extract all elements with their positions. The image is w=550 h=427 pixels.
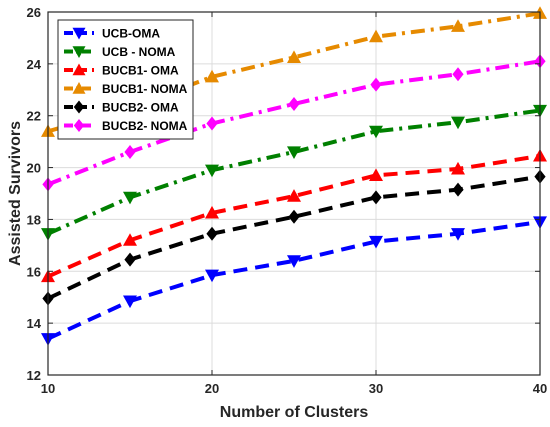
data-point xyxy=(287,255,301,268)
data-point xyxy=(451,19,465,32)
data-point xyxy=(287,146,301,159)
legend-marker xyxy=(72,63,86,76)
data-point xyxy=(287,50,301,63)
legend-marker xyxy=(72,27,86,40)
legend-label: UCB-OMA xyxy=(102,27,160,41)
legend-label: BUCB1- NOMA xyxy=(102,82,188,96)
x-axis-title: Number of Clusters xyxy=(220,404,369,421)
y-tick-label: 14 xyxy=(27,316,42,331)
data-point xyxy=(451,228,465,241)
y-tick-label: 24 xyxy=(27,57,42,72)
data-point xyxy=(205,205,219,219)
legend-marker xyxy=(73,100,85,114)
legend-label: BUCB1- OMA xyxy=(102,64,179,78)
y-tick-label: 18 xyxy=(27,212,41,227)
legend-item: BUCB1- OMA xyxy=(64,63,179,78)
legend-marker xyxy=(72,46,86,58)
legend-label: BUCB2- OMA xyxy=(102,101,179,115)
data-point xyxy=(369,29,383,43)
y-tick-label: 16 xyxy=(27,264,41,279)
legend: UCB-OMA UCB - NOMA BUCB1- OMA BUCB1- NOMA BU… xyxy=(57,19,194,140)
legend-label: UCB - NOMA xyxy=(102,45,176,59)
data-point xyxy=(452,182,464,197)
y-tick-label: 20 xyxy=(27,161,41,176)
data-point xyxy=(205,269,219,283)
data-point xyxy=(370,190,382,205)
x-tick-label: 10 xyxy=(41,381,55,396)
data-point xyxy=(206,116,218,131)
data-point xyxy=(451,116,465,130)
legend-item: UCB - NOMA xyxy=(64,45,176,59)
data-point xyxy=(287,189,301,202)
data-point xyxy=(124,252,136,267)
legend-item: UCB-OMA xyxy=(64,27,160,41)
data-point xyxy=(288,209,300,224)
x-tick-label: 40 xyxy=(533,381,547,396)
data-point xyxy=(205,164,219,178)
x-tick-label: 20 xyxy=(205,381,219,396)
x-tick-label: 30 xyxy=(369,381,383,396)
data-point xyxy=(206,226,218,241)
data-point xyxy=(123,295,137,309)
legend-item: BUCB2- NOMA xyxy=(64,119,188,133)
data-point xyxy=(369,168,383,181)
y-tick-label: 22 xyxy=(27,109,41,124)
legend-marker xyxy=(72,82,86,94)
data-point xyxy=(288,97,300,111)
legend-label: BUCB2- NOMA xyxy=(102,119,188,133)
data-point xyxy=(123,233,137,246)
data-point xyxy=(451,161,465,175)
data-point xyxy=(369,235,383,249)
data-point xyxy=(123,191,137,205)
data-point xyxy=(370,77,382,92)
data-point xyxy=(124,145,136,159)
plot-frame xyxy=(47,11,541,376)
axis-ticks: 10 20 30 40 12 14 16 18 20 22 24 26 xyxy=(27,5,548,396)
legend-item: BUCB1- NOMA xyxy=(64,82,188,96)
series-layer xyxy=(41,6,547,346)
legend-marker xyxy=(73,119,85,132)
y-axis-title: Assisted Survivors xyxy=(7,121,24,266)
y-tick-label: 12 xyxy=(27,368,41,383)
legend-box xyxy=(57,19,194,140)
data-point xyxy=(205,69,219,83)
y-tick-label: 26 xyxy=(27,5,41,20)
legend-item: BUCB2- OMA xyxy=(64,100,179,115)
data-point xyxy=(369,125,383,139)
data-point xyxy=(452,67,464,82)
